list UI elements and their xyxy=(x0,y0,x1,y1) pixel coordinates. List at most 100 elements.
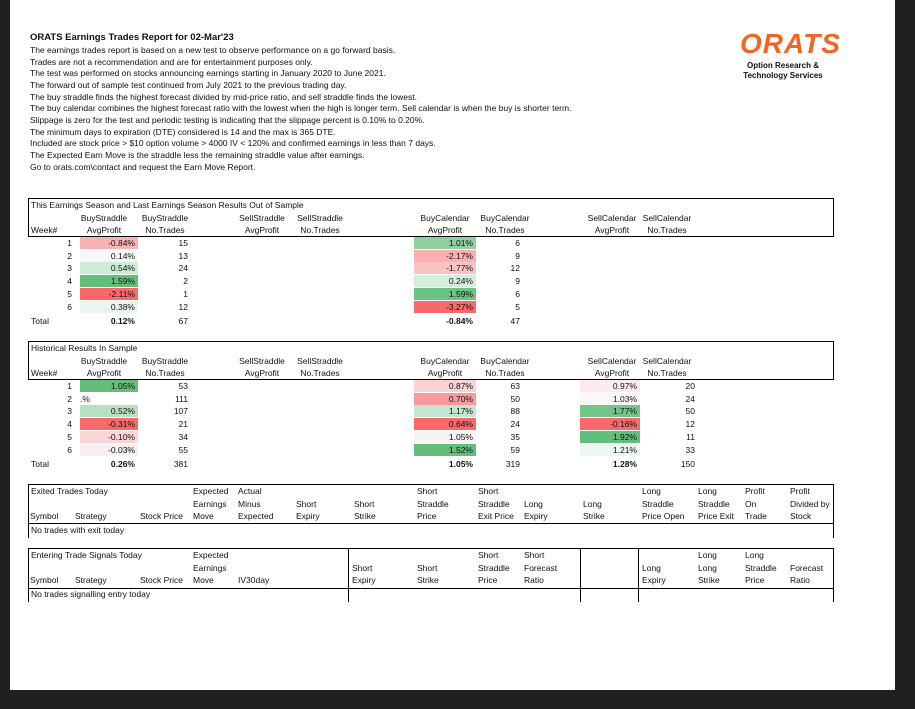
column-header: Profit xyxy=(745,486,765,496)
total-value: 67 xyxy=(178,316,188,326)
logo-tagline: Option Research & xyxy=(746,61,820,70)
column-header: Stock xyxy=(790,511,812,521)
total-value: 150 xyxy=(680,459,695,469)
total-value: 1.28% xyxy=(612,459,637,469)
column-header: Long xyxy=(642,562,661,573)
report-title: ORATS Earnings Trades Report for 02-Mar'… xyxy=(30,32,234,43)
cell-value: 0.52% xyxy=(110,406,135,417)
table-border xyxy=(580,548,581,602)
column-header: SellStraddle xyxy=(297,356,343,366)
cell-value: 1.17% xyxy=(448,406,473,417)
column-header: Actual xyxy=(238,486,262,496)
column-header: Strike xyxy=(698,575,720,585)
cell-value: 1.05% xyxy=(448,431,473,442)
cell-value: 15 xyxy=(178,238,188,248)
column-header: Symbol xyxy=(30,511,59,521)
column-header: Expected xyxy=(193,550,229,560)
column-header: Short xyxy=(417,486,438,496)
week-number: 5 xyxy=(67,431,72,442)
column-header: SellStraddle xyxy=(239,213,285,223)
column-header: Price xyxy=(478,575,498,585)
cell-value: -0.84% xyxy=(108,238,135,248)
cell-value: -0.03% xyxy=(108,444,135,455)
column-header: BuyCalendar xyxy=(480,356,530,366)
heat-cell xyxy=(414,249,476,262)
cell-value: 6 xyxy=(515,288,520,299)
column-header: Short xyxy=(354,498,375,509)
logo-brand: ORATS xyxy=(740,28,841,59)
column-header: Straddle xyxy=(745,562,777,573)
table-header-box xyxy=(28,548,834,589)
column-header: Strike xyxy=(583,511,605,521)
column-header: SellStraddle xyxy=(297,213,343,223)
column-header: Strategy xyxy=(75,511,107,521)
column-header: Forecast xyxy=(524,562,558,573)
column-header: AvgProfit xyxy=(86,225,122,235)
heat-cell xyxy=(580,392,640,405)
column-header: Expiry xyxy=(642,575,666,585)
cell-value: 20 xyxy=(685,381,695,391)
column-header: Short xyxy=(478,486,499,496)
column-header: Move xyxy=(193,511,214,521)
column-header: No.Trades xyxy=(647,225,687,235)
heat-cell xyxy=(80,275,138,288)
cell-value: 5 xyxy=(515,301,520,312)
week-number: 2 xyxy=(67,393,72,404)
cell-value: 88 xyxy=(510,406,520,417)
heat-cell xyxy=(414,392,476,405)
column-header: Price Open xyxy=(642,511,685,521)
intro-line: The buy calendar combines the highest fo… xyxy=(30,103,572,114)
column-header: BuyStraddle xyxy=(141,356,189,366)
column-header: Profit xyxy=(790,486,810,496)
column-header: AvgProfit xyxy=(427,225,463,235)
column-header: Long xyxy=(524,498,543,509)
column-header: IV30day xyxy=(238,575,270,585)
column-header: On xyxy=(745,498,757,509)
column-header: Long xyxy=(698,486,717,496)
heat-cell xyxy=(580,380,640,392)
column-header: Straddle xyxy=(478,562,510,573)
column-header: BuyStraddle xyxy=(141,213,189,223)
cell-value: 59 xyxy=(510,444,520,455)
table-border xyxy=(28,523,29,538)
total-value: 319 xyxy=(505,459,520,469)
heat-cell xyxy=(80,262,138,275)
cell-value: 9 xyxy=(515,250,520,261)
column-header: No.Trades xyxy=(647,368,687,378)
column-header: SellCalendar xyxy=(642,356,692,366)
column-header: Divided by xyxy=(790,498,830,509)
cell-value: -2.17% xyxy=(446,250,473,261)
cell-value: 1.92% xyxy=(612,431,637,442)
cell-value: .% xyxy=(80,393,90,404)
cell-value: 34 xyxy=(178,431,188,442)
cell-value: 21 xyxy=(178,419,188,430)
heat-cell xyxy=(80,300,138,313)
cell-value: 0.70% xyxy=(448,393,473,404)
week-number: 3 xyxy=(67,263,72,274)
column-header: Trade xyxy=(745,511,767,521)
column-header: Earnings xyxy=(193,562,227,573)
cell-value: 1.05% xyxy=(110,381,135,391)
empty-message: No trades signalling entry today xyxy=(31,589,151,599)
heat-cell xyxy=(414,405,476,418)
heat-cell xyxy=(80,237,138,249)
heat-cell xyxy=(580,443,640,456)
total-value: 0.26% xyxy=(110,459,135,469)
cell-value: 111 xyxy=(175,393,188,404)
column-header: Ratio xyxy=(790,575,810,585)
week-number: 1 xyxy=(67,238,72,248)
section-header-box xyxy=(28,198,834,237)
table-title: Exited Trades Today xyxy=(31,486,108,496)
report-page: ORATS ORATS Earnings Trades Report for 0… xyxy=(10,0,895,690)
heat-cell xyxy=(580,405,640,418)
cell-value: 0.24% xyxy=(448,276,473,287)
cell-value: 1.52% xyxy=(448,444,473,455)
column-header: Short xyxy=(478,550,499,560)
column-header: SellCalendar xyxy=(587,356,637,366)
week-number: 1 xyxy=(67,381,72,391)
column-header: Strike xyxy=(417,575,439,585)
table-border xyxy=(833,587,834,602)
intro-line: The forward out of sample test continued… xyxy=(30,79,347,90)
column-header: Long xyxy=(698,550,717,560)
